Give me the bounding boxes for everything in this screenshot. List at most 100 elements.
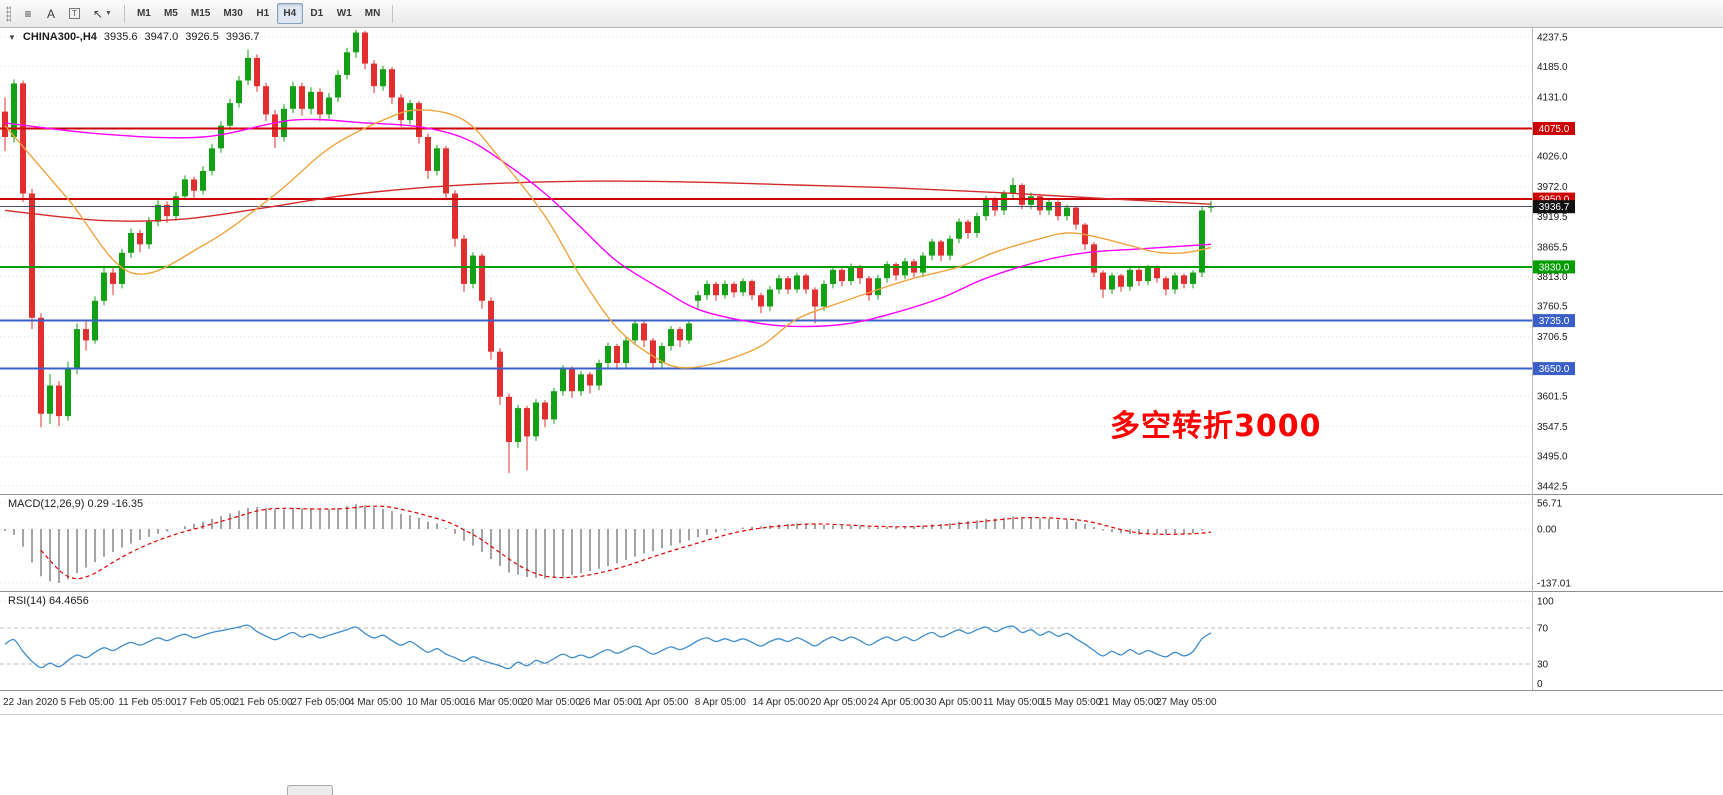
chevron-down-icon: ▼ [104,10,112,17]
candle-body [47,385,53,414]
timeframe-m5-button[interactable]: M5 [158,3,184,24]
macd-panel-canvas[interactable]: 56.71 0.00 -137.01 [0,495,1723,591]
candle-body [830,269,836,284]
candle-body [515,408,521,442]
price-axis-label: 3442.5 [1537,481,1568,492]
price-badge: 3830.0 [1533,260,1575,274]
toolbar-grip[interactable] [6,5,11,22]
timeframe-m1-button[interactable]: M1 [131,3,157,24]
timeframe-h4-button[interactable]: H4 [276,3,303,24]
candle-body [353,32,359,53]
text-frame-icon: T [69,8,80,19]
bottom-tab-handle[interactable] [287,785,333,795]
candle-body [488,300,494,352]
candle-body [857,266,863,279]
candle-body [785,278,791,290]
ma-line-magenta [4,118,1212,328]
candle-body [623,340,629,363]
candle-body [1091,244,1097,273]
candle-body [1181,275,1187,284]
time-axis-label: 16 Mar 05:00 [464,697,524,708]
candle-body [191,179,197,191]
rsi-axis-label: 100 [1537,597,1554,608]
candle-body [1001,193,1007,211]
price-axis-label: 4185.0 [1537,62,1568,73]
panel-separator[interactable] [0,494,1723,495]
bottom-panel [0,714,1723,795]
candle-body [551,391,557,420]
timeframe-m15-button[interactable]: M15 [185,3,216,24]
time-axis-label: 27 May 05:00 [1156,697,1217,708]
candle-body [1172,275,1178,290]
toolbar-separator [392,4,394,23]
ohlc-open: 3935.6 [103,31,138,43]
price-axis-label: 3760.5 [1537,302,1568,313]
price-axis[interactable]: 4237.5 4185.0 4131.0 4026.0 3972.0 3919.5 3865… [1533,32,1575,492]
candle-body [893,264,899,276]
candle-body [20,83,26,194]
candle-body [677,329,683,341]
text-frame-button[interactable]: T [63,3,86,24]
rsi-axis-label: 70 [1537,624,1549,635]
timeframe-h1-button[interactable]: H1 [250,3,276,24]
svg-text:3650.0: 3650.0 [1539,364,1570,375]
candle-body [992,199,998,211]
toolbar-separator [123,4,125,23]
chart-list-button[interactable]: ≡ [17,3,39,24]
candle-body [875,278,881,296]
chart-annotation-text[interactable]: 多空转折3000 [1110,409,1322,444]
time-axis[interactable]: 22 Jan 2020 5 Feb 05:00 11 Feb 05:00 17 Feb… [0,690,1723,714]
candle-body [1127,269,1133,287]
main-chart-canvas[interactable]: 4237.5 4185.0 4131.0 4026.0 3972.0 3919.5 3865… [0,28,1723,494]
candle-body [614,346,620,363]
candle-body [443,148,449,194]
candle-body [1028,196,1034,205]
ma-line-orange [4,109,1212,369]
candle-body [704,283,710,296]
horizontal-lines [0,127,1532,370]
panel-separator[interactable] [0,591,1723,592]
ma-line-red [4,180,1212,222]
time-axis-label: 14 Apr 05:00 [752,697,810,708]
time-axis-label: 20 Apr 05:00 [810,697,867,708]
candle-body [848,266,854,282]
candle-body [1019,185,1025,205]
candle-body [803,275,809,290]
candle-body [2,111,8,137]
insert-text-button[interactable]: A [40,3,62,24]
chart-menu-icon[interactable]: ▼ [8,32,16,42]
candle-body [245,57,251,81]
candle-body [1010,185,1016,194]
candle-body [632,323,638,341]
candle-body [839,269,845,282]
candle-body [281,108,287,137]
candle-body [200,170,206,191]
candle-body [1055,202,1061,217]
candle-body [794,275,800,290]
candle-body [101,272,107,301]
candle-body [434,148,440,171]
candle-body [1073,207,1079,225]
cursor-tool-button[interactable]: ↖ ▼ [87,3,118,24]
candle-body [947,238,953,256]
candle-body [1145,266,1151,282]
candle-body [425,137,431,171]
timeframe-mn-button[interactable]: MN [359,3,387,24]
ohlc-low: 3926.5 [185,31,219,43]
candle-body [335,74,341,98]
candle-body [713,283,719,296]
candle-body [560,368,566,392]
price-badge: 3735.0 [1533,314,1575,328]
timeframe-w1-button[interactable]: W1 [331,3,358,24]
timeframe-m30-button[interactable]: M30 [217,3,248,24]
macd-indicator-label: MACD(12,26,9) 0.29 -16.35 [8,498,144,510]
candle-body [452,193,458,239]
timeframe-d1-button[interactable]: D1 [304,3,330,24]
candle-body [1154,266,1160,279]
price-axis-label: 3919.5 [1537,212,1568,223]
candle-body [542,402,548,420]
candle-body [731,283,737,293]
candle-body [983,199,989,217]
rsi-panel-canvas[interactable]: 100 70 30 0 [0,592,1723,690]
